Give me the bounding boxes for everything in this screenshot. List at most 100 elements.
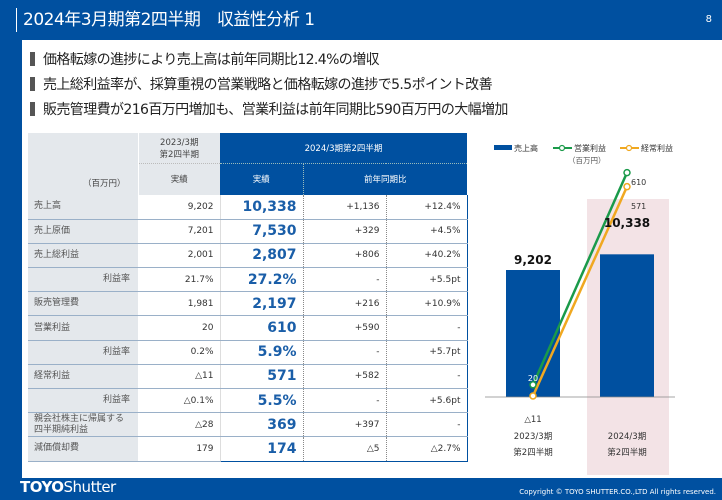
prev-actual: 9,202 [138,195,221,220]
row-label: 利益率 [28,388,138,414]
bullet-item: 価格転嫁の進捗により売上高は前年同期比12.4%の増収 [30,46,508,71]
cur-actual: 610 [219,315,304,341]
cur-actual: 5.5% [219,388,304,414]
yoy-pct: +5.6pt [386,388,468,414]
bullet-text: 売上総利益率が、採算重視の営業戦略と価格転嫁の進捗で5.5ポイント改善 [43,76,493,93]
cur-actual: 27.2% [219,267,304,293]
yoy-diff: - [303,388,387,414]
yoy-diff: +1,136 [303,195,387,220]
page-title: 2024年3月期第2四半期 収益性分析 1 [16,8,315,32]
legend-marker-icon [558,144,566,152]
bullet-marker-icon [30,76,35,91]
logo-bold: TOYO [20,478,64,496]
table-row: 利益率 21.7% 27.2% - +5.5pt [28,267,468,293]
yoy-diff: - [303,340,387,365]
yoy-diff: - [303,267,387,293]
legend-2: 経常利益 [641,143,673,153]
yoy-pct: +5.7pt [386,340,468,365]
line-point [623,168,631,177]
table-row: 販売管理費 1,981 2,197 +216 +10.9% [28,291,468,317]
row-label: 経常利益 [28,364,138,390]
copyright: Copyright © TOYO SHUTTER.CO.,LTD All rig… [519,488,716,496]
yoy-diff: △5 [303,436,387,462]
header-yoy: 前年同期比 [303,163,467,195]
line-point [529,381,537,389]
yoy-pct: +12.4% [386,195,468,220]
prev-actual: 2,001 [138,243,221,269]
row-label: 売上原価 [28,219,138,244]
table-row: 営業利益 20 610 +590- [28,315,468,341]
row-label: 売上総利益 [28,243,138,269]
sales-profit-chart: 売上高 営業利益 経常利益 （百万円） 9,202 20 610 △11 571 10,338 20… [485,143,675,475]
yoy-diff: +806 [303,243,387,269]
row-label: 利益率 [28,340,138,365]
prev-actual: △28 [138,412,221,438]
category-label: 2023/3期 [514,432,552,442]
cur-actual: 2,807 [219,243,304,269]
table-row: 減価償却費 179 174 △5 △2.7% [28,436,468,462]
table-row: 経常利益 △11 571 +582- [28,364,468,390]
bullet-item: 販売管理費が216百万円増加も、営業利益は前年同期比590百万円の大幅増加 [30,96,508,121]
series-line [531,172,629,386]
bullet-marker-icon [30,51,35,66]
category-label: 第2四半期 [513,447,552,458]
cur-actual: 5.9% [219,340,304,365]
header-cur-period: 2024/3期第2四半期 [220,133,467,164]
point-label: 20 [528,374,538,383]
table-row: 利益率 0.2% 5.9% - +5.7pt [28,340,468,365]
cur-actual: 7,530 [219,219,304,244]
yoy-pct: +10.9% [386,291,468,317]
profitability-table: 2023/3期 第2四半期 2024/3期第2四半期 （百万円） 実績 実績 前… [28,133,468,462]
cur-actual: 174 [219,436,304,462]
header-cur-actual: 実績 [220,163,304,195]
cur-actual: 369 [219,412,304,438]
prev-actual: △11 [138,364,221,390]
unit-label: （百万円） [28,163,138,195]
table-row: 売上原価 7,201 7,530 +329 +4.5% [28,219,468,244]
prev-actual: 21.7% [138,267,221,293]
yoy-pct: +4.5% [386,219,468,244]
bullet-text: 販売管理費が216百万円増加も、営業利益は前年同期比590百万円の大幅増加 [43,101,508,118]
bar [506,270,560,397]
point-label: 571 [631,202,646,211]
prev-actual: 20 [138,315,221,341]
legend-sales: 売上高 [514,143,538,153]
category-label: 第2四半期 [607,447,646,458]
prev-actual: 179 [138,436,221,462]
summary-bullets: 価格転嫁の進捗により売上高は前年同期比12.4%の増収 売上総利益率が、採算重視… [30,46,508,121]
row-label: 営業利益 [28,315,138,341]
prev-actual: △0.1% [138,388,221,414]
prev-actual: 7,201 [138,219,221,244]
yoy-pct: △2.7% [386,436,468,462]
row-label: 減価償却費 [28,436,138,462]
point-label: 610 [631,178,646,187]
header-prev-period: 2023/3期 第2四半期 [137,133,220,164]
row-label: 売上高 [28,195,138,220]
bullet-item: 売上総利益率が、採算重視の営業戦略と価格転嫁の進捗で5.5ポイント改善 [30,71,508,96]
yoy-diff: +216 [303,291,387,317]
table-row: 売上総利益 2,001 2,807 +806 +40.2% [28,243,468,269]
legend-bar-icon [494,145,512,150]
yoy-pct: - [386,412,468,438]
bar-label: 9,202 [514,253,552,267]
cur-actual: 2,197 [219,291,304,317]
yoy-diff: +397 [303,412,387,438]
yoy-pct: +5.5pt [386,267,468,293]
category-label: 2024/3期 [608,432,646,442]
yoy-pct: +40.2% [386,243,468,269]
yoy-pct: - [386,315,468,341]
line-point [623,182,631,191]
yoy-diff: +590 [303,315,387,341]
table-row: 親会社株主に帰属する 四半期純利益 △28 369 +397- [28,412,468,438]
series-line [531,186,629,397]
row-label: 親会社株主に帰属する 四半期純利益 [28,412,138,438]
yoy-pct: - [386,364,468,390]
logo-rest: Shutter [63,478,117,496]
row-label: 販売管理費 [28,291,138,317]
unit-label: （百万円） [568,156,606,165]
yoy-diff: +582 [303,364,387,390]
header-blank [28,133,138,163]
cur-actual: 10,338 [219,195,304,220]
prev-actual: 0.2% [138,340,221,365]
legend-1: 営業利益 [574,143,606,153]
